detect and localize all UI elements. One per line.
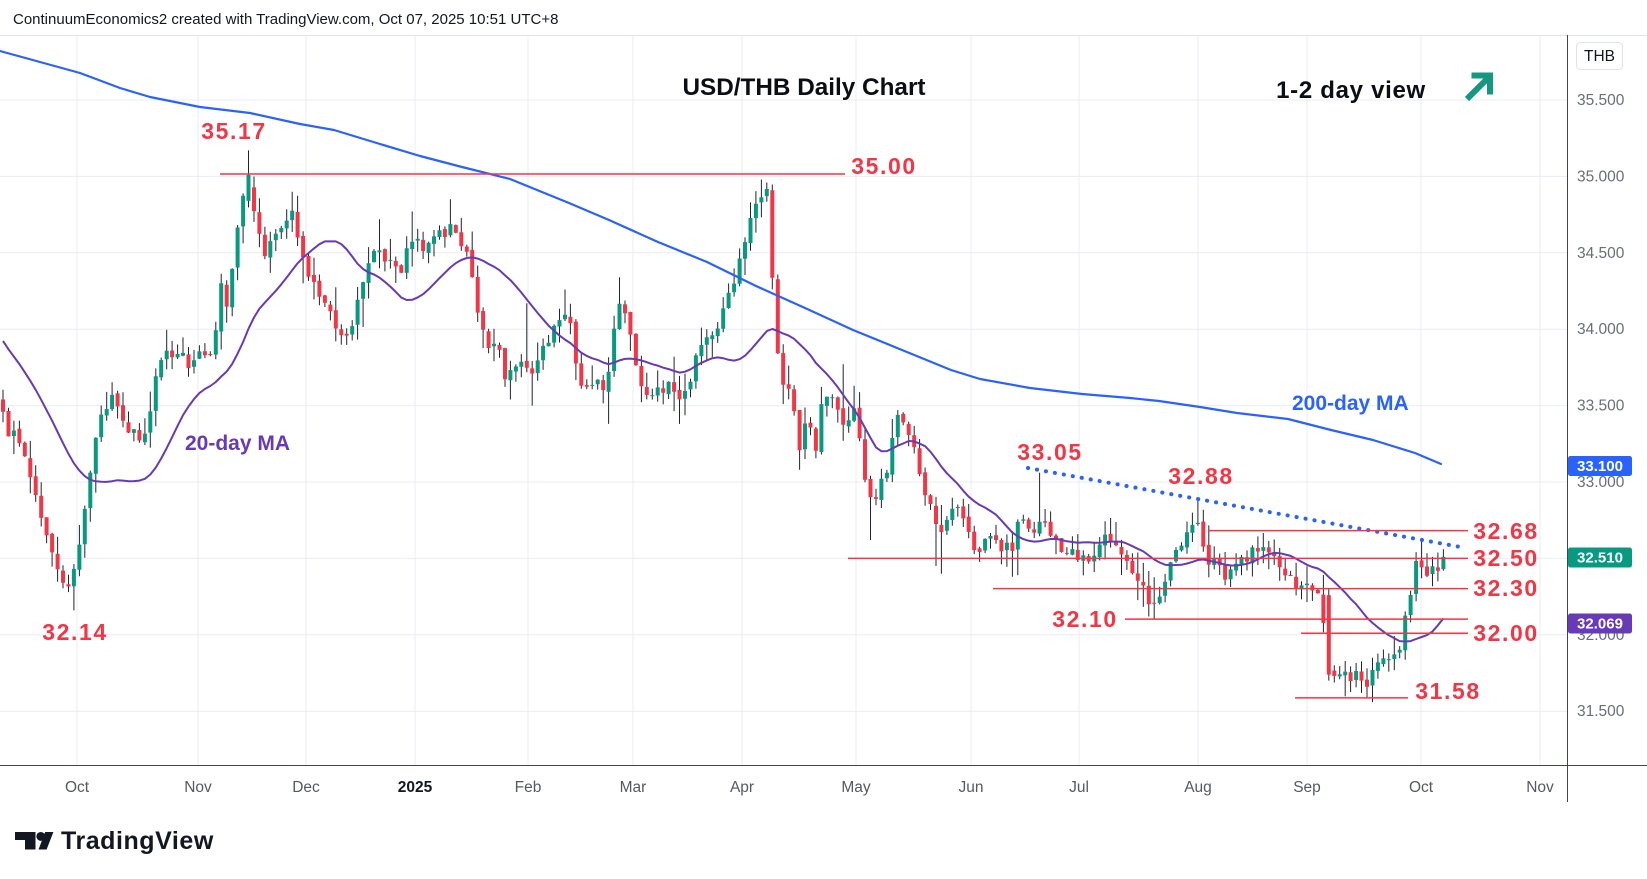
svg-text:32.50: 32.50 xyxy=(1473,545,1539,571)
svg-text:33.100: 33.100 xyxy=(1577,458,1623,475)
svg-text:Dec: Dec xyxy=(292,779,320,796)
svg-text:35.00: 35.00 xyxy=(851,153,917,179)
svg-text:THB: THB xyxy=(1584,48,1615,65)
svg-text:Oct: Oct xyxy=(65,779,90,796)
svg-text:Aug: Aug xyxy=(1184,779,1212,796)
svg-text:33.500: 33.500 xyxy=(1577,398,1625,415)
svg-text:200-day MA: 200-day MA xyxy=(1292,392,1409,415)
svg-text:32.14: 32.14 xyxy=(42,619,108,645)
svg-text:Sep: Sep xyxy=(1293,779,1321,796)
svg-text:32.069: 32.069 xyxy=(1577,616,1623,633)
svg-text:Mar: Mar xyxy=(620,779,647,796)
svg-text:TradingView: TradingView xyxy=(61,827,214,855)
svg-text:May: May xyxy=(841,779,871,796)
svg-text:1-2 day view: 1-2 day view xyxy=(1276,77,1426,104)
svg-text:32.68: 32.68 xyxy=(1473,518,1539,544)
svg-text:Nov: Nov xyxy=(1526,779,1554,796)
svg-text:33.000: 33.000 xyxy=(1577,474,1625,491)
svg-text:32.00: 32.00 xyxy=(1473,620,1539,646)
svg-text:32.510: 32.510 xyxy=(1577,550,1623,567)
svg-text:34.000: 34.000 xyxy=(1577,321,1625,338)
svg-text:Apr: Apr xyxy=(730,779,754,796)
svg-text:31.500: 31.500 xyxy=(1577,703,1625,720)
svg-text:35.500: 35.500 xyxy=(1577,92,1625,109)
svg-text:32.10: 32.10 xyxy=(1052,606,1118,632)
svg-text:Jul: Jul xyxy=(1069,779,1089,796)
svg-text:32.30: 32.30 xyxy=(1473,575,1539,601)
svg-text:ContinuumEconomics2 created wi: ContinuumEconomics2 created with Trading… xyxy=(13,11,558,28)
svg-text:USD/THB Daily Chart: USD/THB Daily Chart xyxy=(682,74,925,101)
svg-text:Nov: Nov xyxy=(184,779,212,796)
svg-text:2025: 2025 xyxy=(398,779,433,796)
svg-text:35.17: 35.17 xyxy=(201,118,267,144)
svg-text:Feb: Feb xyxy=(515,779,542,796)
svg-text:20-day MA: 20-day MA xyxy=(185,432,290,455)
svg-text:31.58: 31.58 xyxy=(1415,678,1481,704)
svg-text:35.000: 35.000 xyxy=(1577,168,1625,185)
svg-text:Oct: Oct xyxy=(1409,779,1434,796)
svg-text:Jun: Jun xyxy=(959,779,984,796)
svg-text:34.500: 34.500 xyxy=(1577,245,1625,262)
svg-text:33.05: 33.05 xyxy=(1017,439,1083,465)
svg-text:32.88: 32.88 xyxy=(1168,463,1234,489)
